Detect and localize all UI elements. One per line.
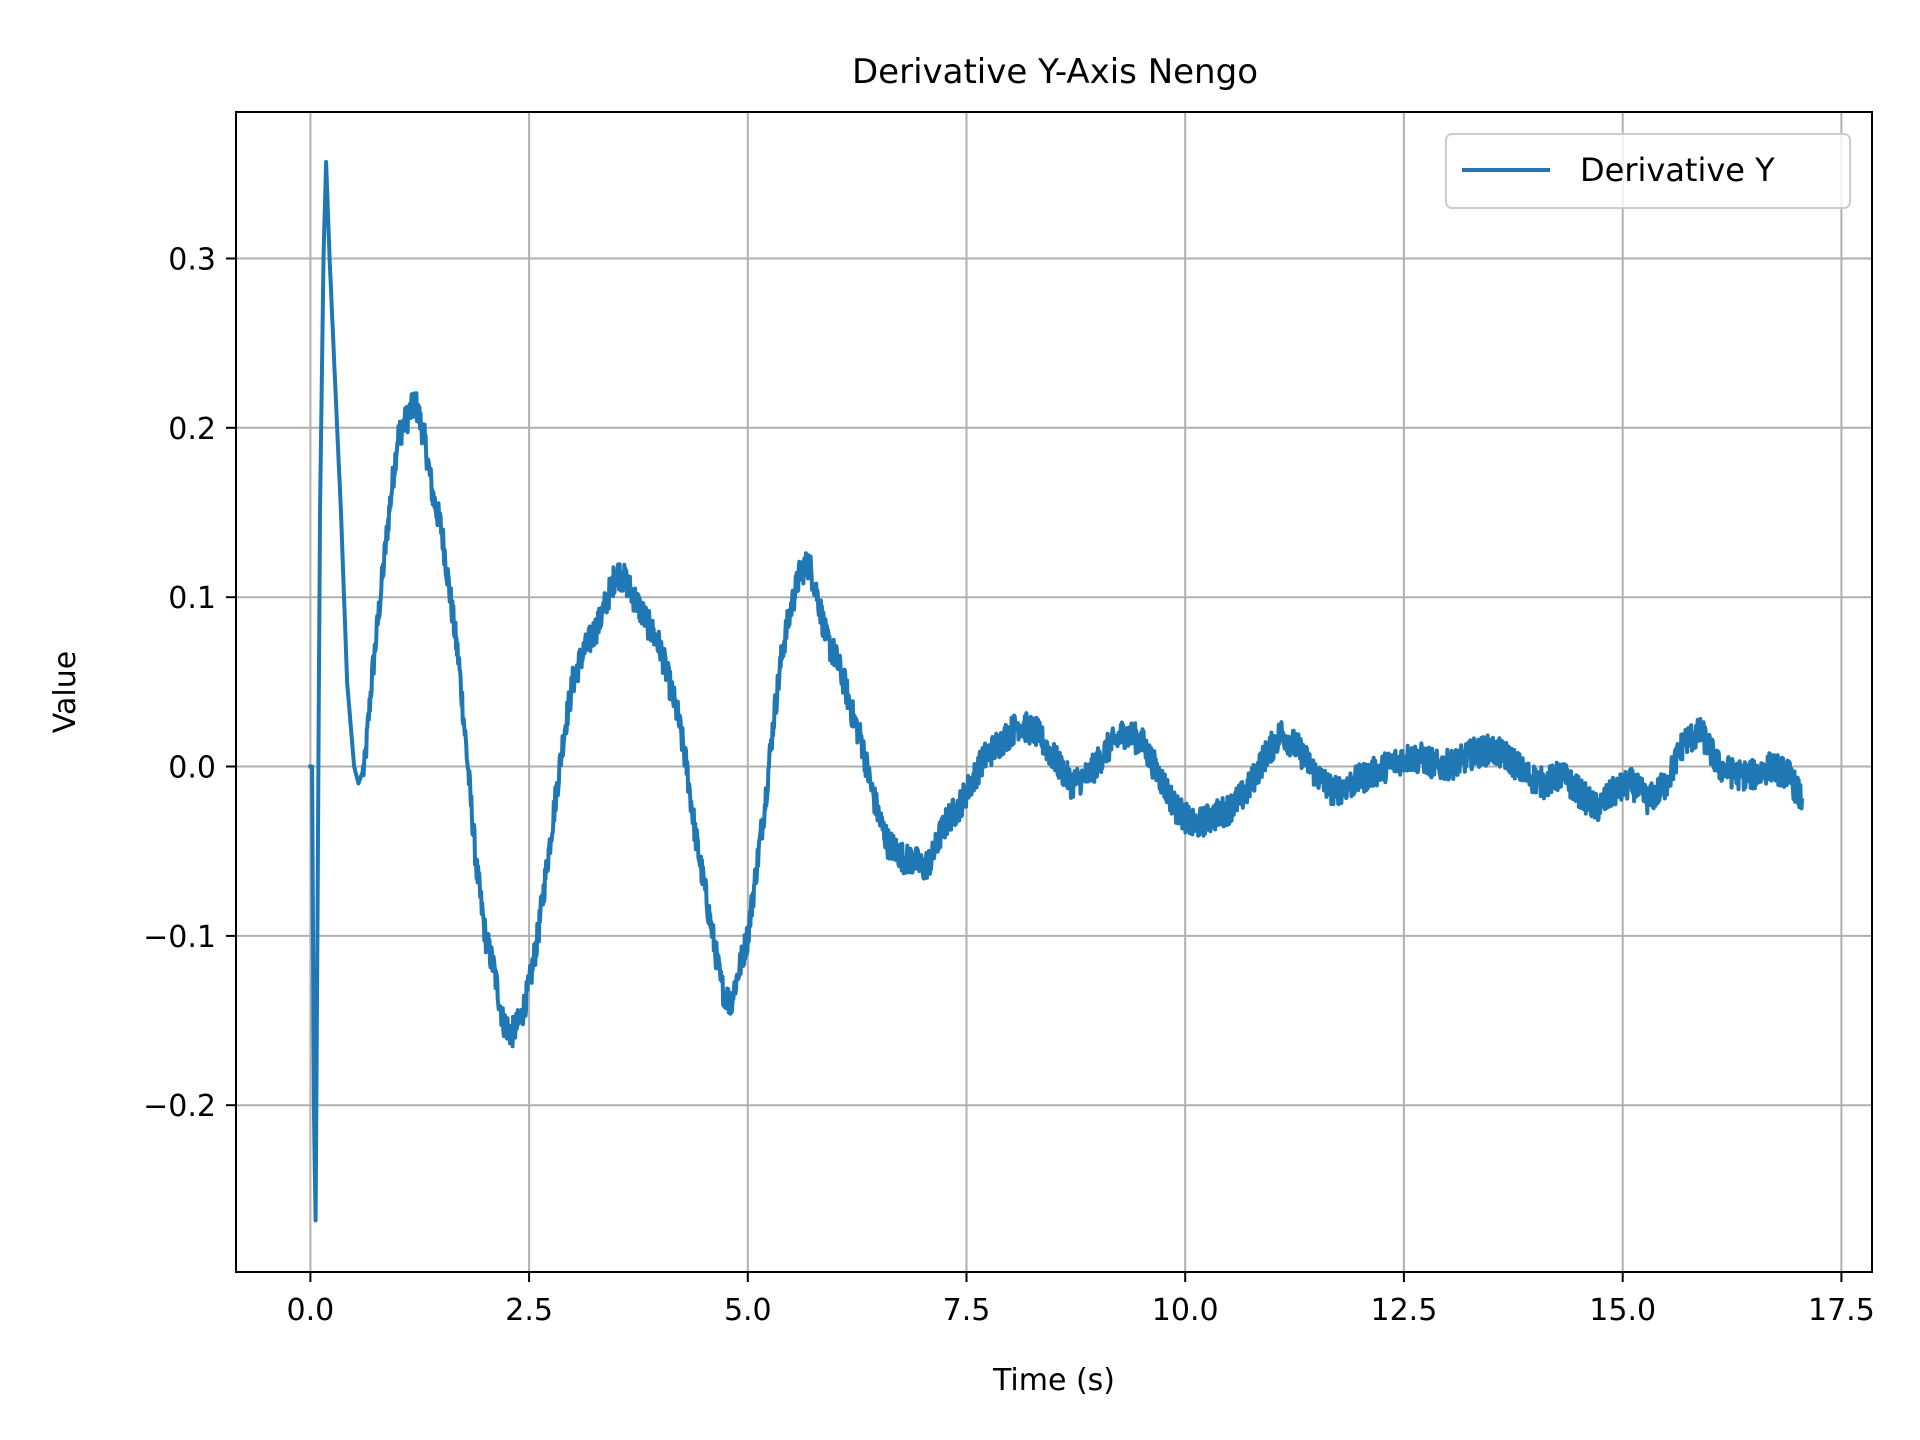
y-tick-label: −0.1 [143, 920, 216, 955]
x-tick-label: 7.5 [943, 1293, 991, 1328]
series-layer [308, 160, 1805, 1223]
x-axis-ticks: 0.0 2.5 5.0 7.5 10.0 12.5 15.0 17.5 [287, 1272, 1875, 1328]
x-tick-label: 2.5 [505, 1293, 553, 1328]
x-tick-label: 10.0 [1152, 1293, 1219, 1328]
series-line-derivative-y [308, 160, 1805, 1223]
grid-lines [236, 112, 1872, 1272]
y-axis-label: Value [48, 651, 83, 733]
x-tick-label: 15.0 [1589, 1293, 1656, 1328]
y-tick-label: 0.0 [168, 751, 216, 786]
legend-label: Derivative Y [1580, 151, 1775, 189]
legend-box [1445, 133, 1851, 209]
plot-area-frame [235, 111, 1873, 1273]
x-tick-label: 5.0 [724, 1293, 772, 1328]
y-tick-label: 0.1 [168, 581, 216, 616]
x-tick-label: 17.5 [1808, 1293, 1875, 1328]
y-tick-label: 0.2 [168, 412, 216, 447]
legend: Derivative Y [1445, 133, 1851, 209]
y-tick-label: −0.2 [143, 1089, 216, 1124]
chart-title: Derivative Y-Axis Nengo [852, 52, 1258, 92]
x-axis-label: Time (s) [992, 1363, 1115, 1398]
x-tick-label: 0.0 [287, 1293, 335, 1328]
y-tick-label: 0.3 [168, 243, 216, 278]
y-axis-ticks: −0.2 −0.1 0.0 0.1 0.2 0.3 [143, 243, 236, 1124]
x-tick-label: 12.5 [1371, 1293, 1438, 1328]
